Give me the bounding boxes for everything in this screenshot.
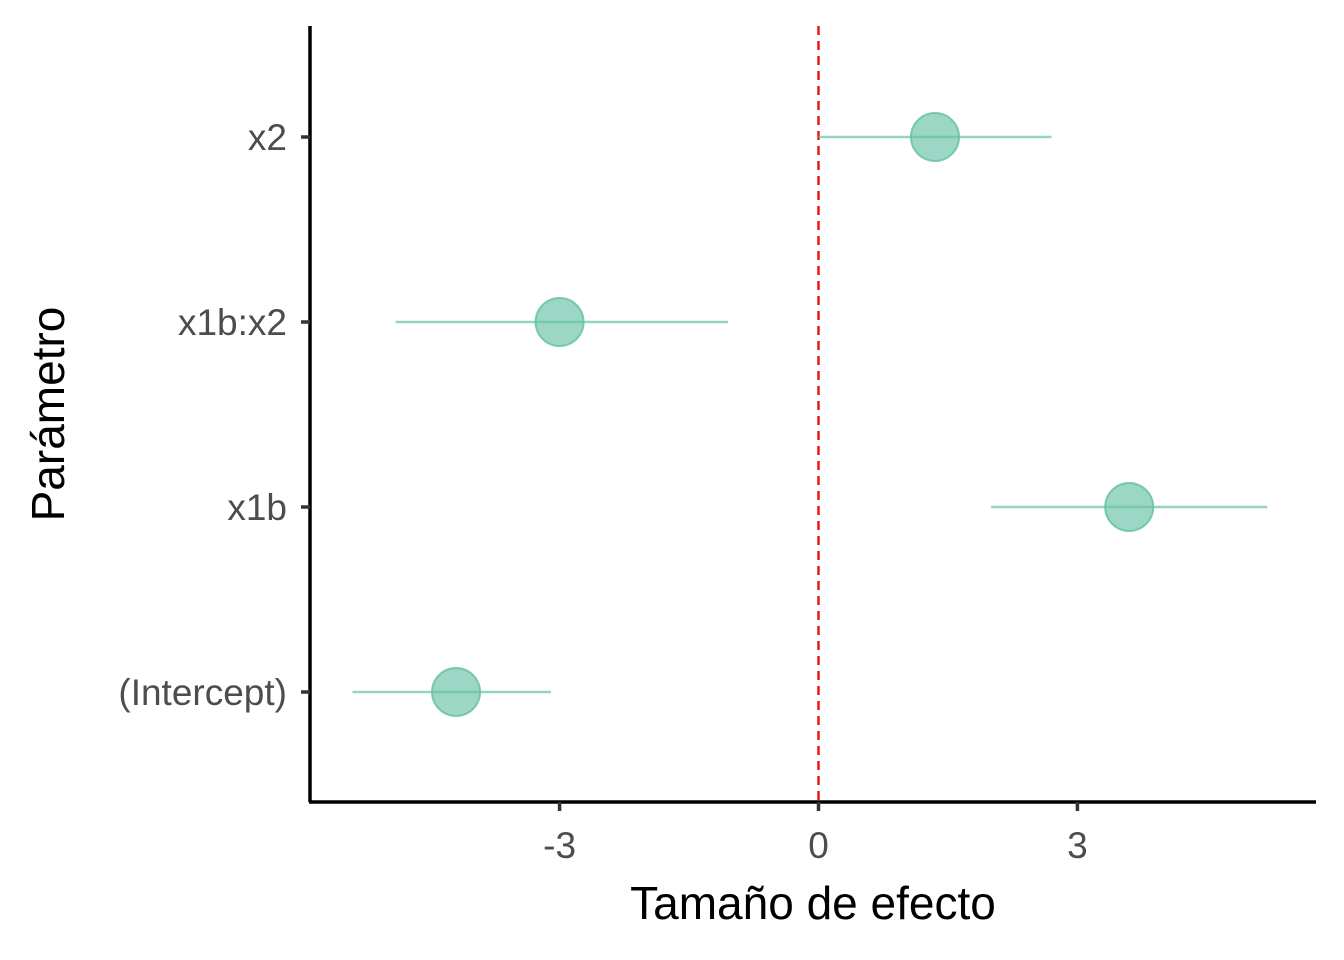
x-tick-label: 3 — [1067, 825, 1088, 866]
ticks-layer: (Intercept) x1b x1b:x2 x2 -3 0 3 — [118, 117, 1087, 866]
y-axis-title: Parámetro — [22, 307, 74, 522]
estimate-point — [431, 667, 482, 717]
y-tick-label: (Intercept) — [118, 672, 287, 713]
estimate-point — [910, 112, 961, 162]
x-axis-title: Tamaño de efecto — [630, 877, 996, 929]
x-tick-label: 0 — [808, 825, 829, 866]
marks-layer — [352, 112, 1268, 717]
y-tick-label: x1b — [227, 487, 287, 528]
y-tick-label: x1b:x2 — [178, 302, 287, 343]
x-tick-label: -3 — [543, 825, 576, 866]
y-tick-label: x2 — [248, 117, 287, 158]
estimate-point — [534, 297, 585, 347]
estimate-point — [1104, 482, 1155, 532]
axes-layer — [308, 26, 1316, 804]
